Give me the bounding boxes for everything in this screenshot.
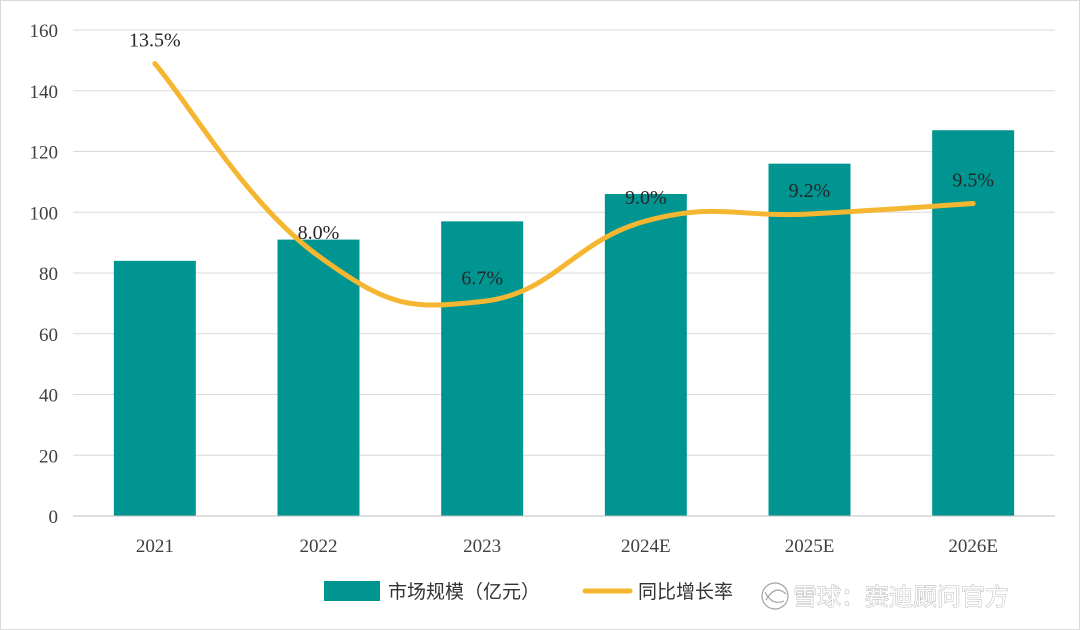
line-series (152, 61, 976, 308)
y-tick-label: 20 (39, 446, 58, 467)
y-tick-label: 100 (30, 203, 59, 224)
bar (768, 163, 851, 516)
bar (604, 194, 687, 516)
y-tick-label: 160 (30, 21, 59, 42)
line-data-label: 13.5% (129, 30, 181, 52)
bar (113, 260, 196, 516)
y-tick-label: 120 (30, 143, 59, 164)
gridlines (73, 29, 1055, 456)
growth-rate-line (152, 61, 976, 308)
line-data-labels: 13.5% 8.0% 6.7% 9.0% 9.2% 9.5% (129, 30, 994, 290)
x-tick-label: 2022 (300, 536, 338, 557)
legend-label-bar: 市场规模（亿元） (388, 581, 540, 603)
y-tick-label: 0 (49, 507, 59, 528)
y-axis-ticks: 0 20 40 60 80 100 120 140 160 (30, 21, 59, 528)
bar (441, 221, 524, 517)
y-tick-label: 40 (39, 386, 58, 407)
line-data-label: 6.7% (461, 268, 503, 290)
legend-swatch-bar (324, 581, 380, 601)
x-tick-label: 2026E (948, 536, 998, 557)
watermark-text: 雪球：赛迪顾问官方 (793, 583, 1009, 611)
y-tick-label: 140 (30, 82, 59, 103)
bar (932, 130, 1015, 517)
watermark: 雪球：赛迪顾问官方 (761, 582, 1009, 611)
x-tick-label: 2025E (785, 536, 835, 557)
x-axis-ticks: 2021 2022 2023 2024E 2025E 2026E (136, 536, 998, 557)
bar (277, 239, 360, 516)
legend: 市场规模（亿元） 同比增长率 (324, 581, 733, 603)
line-data-label: 9.0% (625, 187, 667, 209)
snowball-logo-icon (761, 582, 789, 610)
bar-series (113, 130, 1015, 517)
x-tick-label: 2023 (463, 536, 501, 557)
line-data-label: 9.5% (952, 170, 994, 192)
x-tick-label: 2021 (136, 536, 174, 557)
line-data-label: 9.2% (789, 180, 831, 202)
legend-label-line: 同比增长率 (638, 581, 733, 603)
y-tick-label: 60 (39, 325, 58, 346)
x-tick-label: 2024E (621, 536, 671, 557)
line-data-label: 8.0% (298, 222, 340, 244)
y-tick-label: 80 (39, 264, 58, 285)
